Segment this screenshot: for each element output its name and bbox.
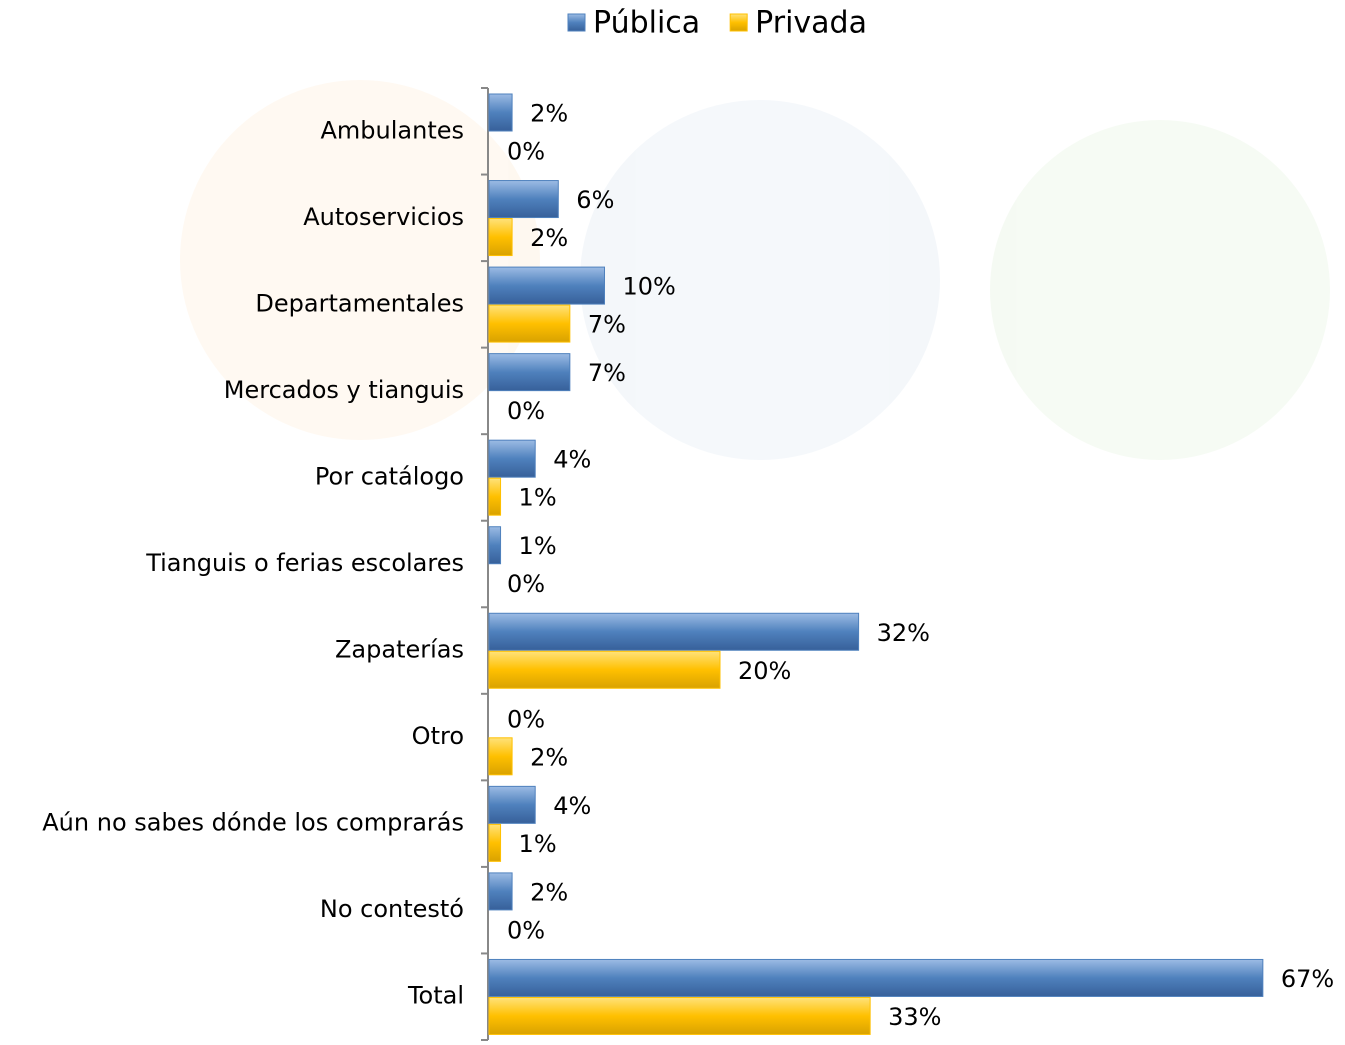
bar	[488, 304, 571, 343]
bar	[488, 823, 502, 862]
category-label: Autoservicios	[303, 203, 464, 231]
data-label: 0%	[507, 397, 545, 425]
bar	[488, 958, 1264, 997]
category-label: Departamentales	[255, 289, 464, 317]
legend-swatch	[729, 13, 748, 32]
data-label: 33%	[888, 1003, 941, 1031]
bar	[488, 872, 513, 911]
bar	[488, 266, 605, 305]
bar	[488, 439, 536, 478]
bar	[488, 785, 536, 824]
data-label: 0%	[507, 916, 545, 944]
category-label: Total	[407, 982, 464, 1010]
data-label: 6%	[576, 186, 614, 214]
data-label: 2%	[530, 878, 568, 906]
data-label: 0%	[507, 570, 545, 598]
bar	[488, 93, 513, 132]
bar	[488, 180, 559, 219]
watermark	[180, 80, 1330, 460]
bar	[488, 996, 871, 1035]
data-label: 7%	[588, 359, 626, 387]
data-label: 2%	[530, 100, 568, 128]
data-label: 1%	[519, 484, 557, 512]
category-label: Zapaterías	[335, 636, 464, 664]
data-label: 4%	[553, 446, 591, 474]
data-label: 20%	[738, 657, 791, 685]
data-label: 32%	[877, 619, 930, 647]
bar	[488, 526, 502, 565]
legend-swatch	[567, 13, 586, 32]
data-label: 2%	[530, 224, 568, 252]
category-label: Aún no sabes dónde los comprarás	[42, 809, 464, 837]
data-label: 1%	[519, 532, 557, 560]
data-label: 1%	[519, 830, 557, 858]
bar	[488, 612, 860, 651]
category-label: Mercados y tianguis	[224, 376, 464, 404]
category-label: No contestó	[320, 895, 464, 923]
bar	[488, 650, 721, 689]
category-label: Ambulantes	[320, 116, 464, 144]
category-label: Por catálogo	[315, 462, 464, 490]
category-label: Tianguis o ferias escolares	[145, 549, 464, 577]
legend-label: Pública	[593, 6, 700, 41]
data-label: 2%	[530, 743, 568, 771]
bar	[488, 218, 513, 257]
data-label: 10%	[623, 273, 676, 301]
data-label: 4%	[553, 792, 591, 820]
bar	[488, 353, 571, 392]
legend-label: Privada	[755, 6, 867, 41]
category-label: Otro	[412, 722, 464, 750]
data-label: 0%	[507, 138, 545, 166]
data-label: 67%	[1281, 965, 1334, 993]
bar	[488, 737, 513, 776]
bar	[488, 477, 502, 516]
data-label: 0%	[507, 705, 545, 733]
data-label: 7%	[588, 311, 626, 339]
